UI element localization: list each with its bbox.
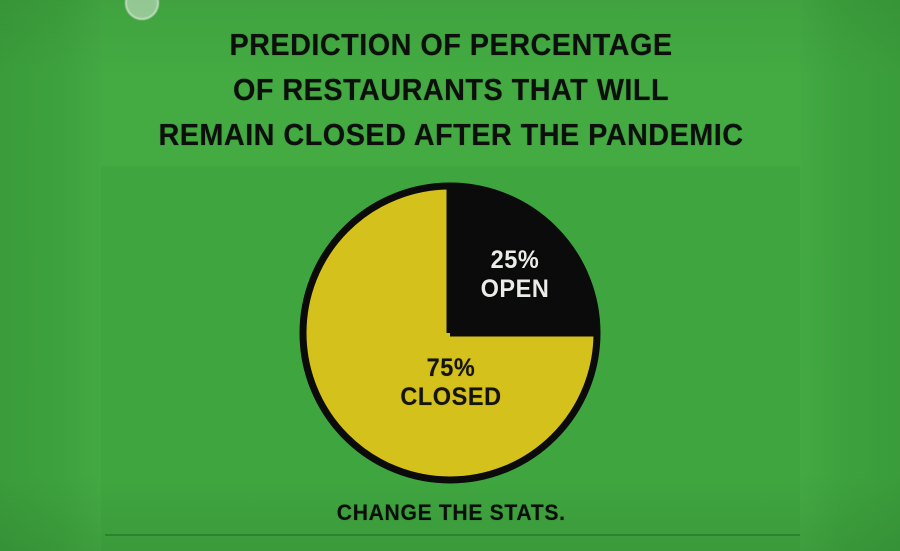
pie-label-closed: 75% CLOSED (385, 354, 517, 412)
title-line-2: OF RESTAURANTS THAT WILL (232, 72, 670, 107)
footer: CHANGE THE STATS. (101, 500, 801, 526)
pie-chart-svg (299, 182, 601, 484)
title-line-1: PREDICTION OF PERCENTAGE (229, 27, 673, 62)
pie-label-closed-name: CLOSED (400, 383, 502, 411)
pie-label-closed-percent: 75% (426, 354, 476, 382)
footer-divider (105, 534, 800, 536)
pie-label-open-name: OPEN (480, 275, 550, 303)
pie-chart: 25% OPEN 75% CLOSED (299, 182, 601, 484)
pie-label-open-percent: 25% (490, 246, 540, 274)
pie-outline (299, 182, 601, 484)
background-left-panel (0, 0, 101, 551)
title-line-3: REMAIN CLOSED AFTER THE PANDEMIC (158, 117, 744, 152)
title-banner-panel (101, 0, 801, 166)
pie-label-open: 25% OPEN (459, 246, 572, 304)
footer-call-to-action: CHANGE THE STATS. (336, 500, 566, 525)
page-title: PREDICTION OF PERCENTAGE OF RESTAURANTS … (126, 22, 777, 157)
background-right-panel (800, 0, 900, 551)
pie-slice-open (450, 186, 597, 333)
